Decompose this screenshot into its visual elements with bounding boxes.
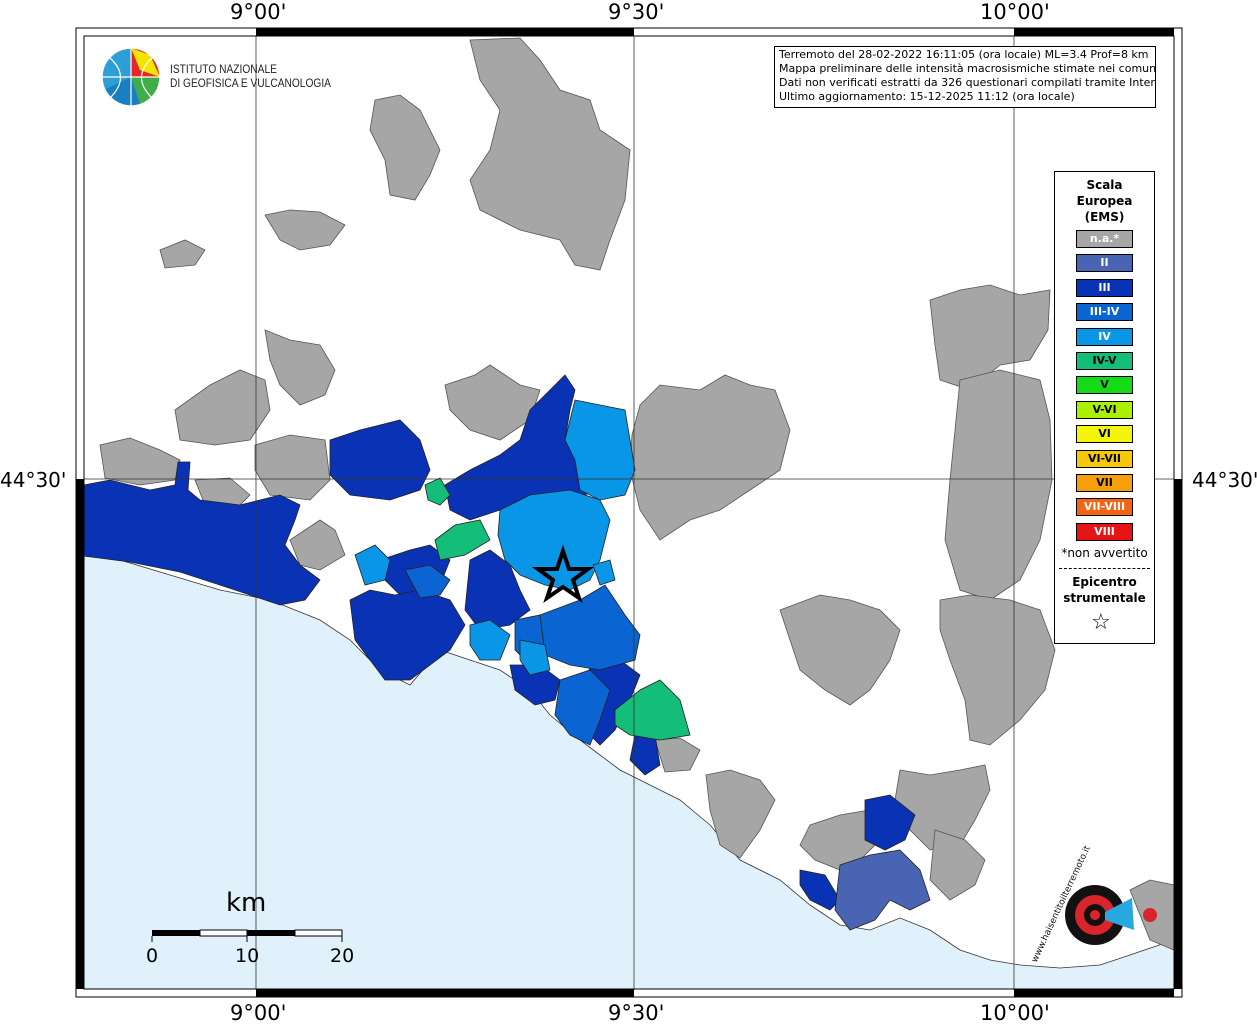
institute-name-line1: ISTITUTO NAZIONALE <box>170 62 277 76</box>
legend-swatch-v: V <box>1076 376 1133 395</box>
legend-divider <box>1059 568 1150 569</box>
scale-label-10: 10 <box>235 945 260 967</box>
legend-swatch-vii-viii: VII-VIII <box>1076 498 1133 517</box>
legend-swatch-vi: VI <box>1076 425 1133 444</box>
legend-swatch-iv-v: IV-V <box>1076 352 1133 370</box>
legend-swatch-iii: III <box>1076 278 1133 297</box>
event-info-box: Terremoto del 28-02-2022 16:11:05 (ora l… <box>774 46 1156 108</box>
lat-tick-left: 44°30' <box>0 468 67 492</box>
lon-tick-top-2: 9°30' <box>608 0 665 24</box>
legend-title-line2: Europea <box>1076 194 1133 208</box>
scale-label-0: 0 <box>146 945 159 967</box>
sea <box>83 555 1175 990</box>
legend-epicenter-line2: strumentale <box>1063 591 1146 605</box>
event-info-line1: Terremoto del 28-02-2022 16:11:05 (ora l… <box>779 48 1149 61</box>
lon-tick-bottom-2: 9°30' <box>608 1001 665 1025</box>
scale-label-20: 20 <box>330 945 355 967</box>
legend-title: Scala Europea (EMS) <box>1055 177 1154 225</box>
legend-title-line1: Scala <box>1086 178 1123 192</box>
lon-tick-bottom-3: 10°00' <box>980 1001 1050 1025</box>
scale-unit: km <box>226 888 267 918</box>
legend-swatch-ii: II <box>1076 254 1133 273</box>
event-info-line4: Ultimo aggiornamento: 15-12-2025 11:12 (… <box>779 90 1075 103</box>
legend-swatch-v-vi: V-VI <box>1076 400 1133 419</box>
legend-swatch-vii: VII <box>1076 474 1133 492</box>
scale-bar <box>151 929 343 942</box>
epicenter-star <box>531 544 595 604</box>
lon-tick-bottom-1: 9°00' <box>230 1001 287 1025</box>
legend-swatch-iv: IV <box>1076 327 1133 346</box>
haisentito-logo-icon <box>1065 885 1157 945</box>
legend-epicenter-line1: Epicentro <box>1072 575 1137 589</box>
legend-swatch-n-a-: n.a.* <box>1076 230 1133 248</box>
legend-epicenter-label: Epicentro strumentale <box>1055 574 1154 606</box>
map-frame <box>75 27 1183 998</box>
comuni-intensity-IV <box>354 399 636 676</box>
legend-swatch-viii: VIII <box>1076 522 1133 541</box>
lon-tick-top-1: 9°00' <box>230 0 287 24</box>
lon-tick-top-3: 10°00' <box>980 0 1050 24</box>
legend-swatch-iii-iv: III-IV <box>1076 303 1133 322</box>
ingv-logo-icon <box>101 47 161 107</box>
event-info-line3: Dati non verificati estratti da 326 ques… <box>779 76 1156 89</box>
institute-name: ISTITUTO NAZIONALE DI GEOFISICA E VULCAN… <box>170 62 331 90</box>
lat-tick-right: 44°30' <box>1192 468 1257 492</box>
legend-note: *non avvertito <box>1061 546 1148 560</box>
event-info-line2: Mappa preliminare delle intensità macros… <box>779 62 1156 75</box>
legend-swatch-vi-vii: VI-VII <box>1076 449 1133 468</box>
legend-title-line3: (EMS) <box>1084 210 1125 224</box>
comuni-intensity-II <box>834 849 931 931</box>
institute-name-line2: DI GEOFISICA E VULCANOLOGIA <box>170 76 331 90</box>
graticule <box>84 36 1174 989</box>
intensity-legend: Scala Europea (EMS) n.a.* II III III-IV IV IV… <box>1054 171 1155 644</box>
comuni-not-felt <box>99 37 1175 951</box>
legend-epicenter-star-icon: ☆ <box>1091 610 1111 635</box>
